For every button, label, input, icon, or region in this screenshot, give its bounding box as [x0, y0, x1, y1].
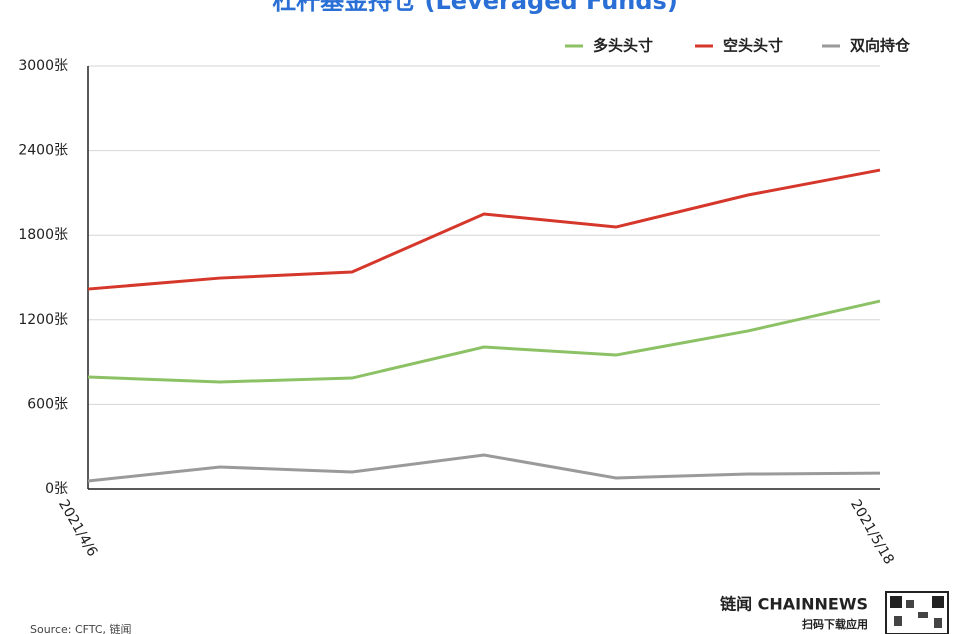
- y-tick-label: 1800张: [18, 227, 68, 243]
- y-tick-label: 0张: [45, 481, 68, 497]
- chart-title: 杠杆基金持仓 (Leveraged Funds): [272, 0, 678, 15]
- series-line: [87, 168, 881, 291]
- brand-name: 链闻 CHAINNEWS: [720, 595, 868, 614]
- x-tick-label: 2021/4/6: [55, 497, 100, 560]
- y-tick-label: 3000张: [18, 58, 68, 74]
- y-tick-label: 600张: [27, 396, 68, 412]
- y-tick-label: 1200张: [18, 312, 68, 328]
- series-line: [87, 299, 881, 384]
- legend-label: 空头头寸: [723, 37, 783, 55]
- source: Source: CFTC, 链闻: [30, 622, 132, 634]
- brand-tagline: 扫码下载应用: [802, 617, 868, 631]
- legend-label: 双向持仓: [850, 37, 911, 55]
- legend-label: 多头头寸: [593, 37, 653, 55]
- x-tick-label: 2021/5/18: [847, 497, 897, 567]
- series-line: [87, 453, 881, 483]
- qr-code: [885, 591, 949, 634]
- y-tick-label: 2400张: [18, 143, 68, 159]
